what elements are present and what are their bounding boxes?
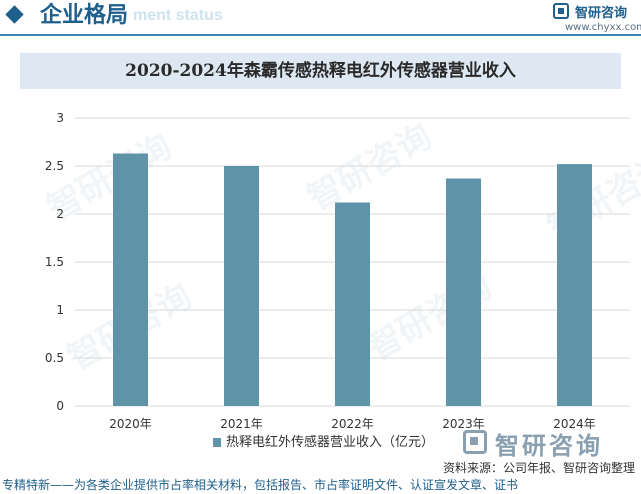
bar-chart: 0 0.5 1 1.5 2 2.5 3 2020年 2021年 2022年 2023年 2024年 xyxy=(45,111,630,430)
y-tick-label: 2 xyxy=(56,207,64,221)
x-axis-ticks: 2020年 2021年 2022年 2023年 2024年 xyxy=(109,417,596,430)
data-source: 资料来源：公司年报、智研咨询整理 xyxy=(442,461,635,475)
legend-label: 热释电红外传感器营业收入（亿元） xyxy=(226,435,435,450)
x-tick-label: 2024年 xyxy=(553,417,596,430)
brand-logo: 智研咨询 www.chyxx.com xyxy=(553,3,641,35)
section-title: 企业格局 xyxy=(40,2,129,28)
footer-text: 专精特新——为各类企业提供市占率相关材料，包括报告、市占率证明文件、认证宣发文章… xyxy=(2,478,519,492)
legend-swatch xyxy=(213,438,221,447)
brand-name-large: 智研咨询 xyxy=(495,432,603,460)
header-divider xyxy=(0,34,641,36)
bar-2024年 xyxy=(557,164,592,406)
y-tick-label: 0.5 xyxy=(45,351,64,365)
y-tick-label: 1 xyxy=(56,303,64,317)
brand-url: www.chyxx.com xyxy=(565,22,641,33)
y-axis-ticks: 0 0.5 1 1.5 2 2.5 3 xyxy=(45,111,64,413)
y-tick-label: 0 xyxy=(56,399,64,413)
x-tick-label: 2023年 xyxy=(442,417,485,430)
bar-2021年 xyxy=(224,166,259,406)
brand-logo-large: 智研咨询 xyxy=(463,428,633,460)
page-header: ment status 企业格局 智研咨询 www.chyxx.com xyxy=(0,0,641,40)
chart-title: 2020-2024年森霸传感热释电红外传感器营业收入 xyxy=(125,61,516,81)
footer: 专精特新——为各类企业提供市占率相关材料，包括报告、市占率证明文件、认证宣发文章… xyxy=(0,474,641,494)
diamond-icon xyxy=(5,5,24,24)
x-tick-label: 2022年 xyxy=(331,417,374,430)
x-tick-label: 2020年 xyxy=(109,417,152,430)
brand-mark-icon xyxy=(553,3,569,19)
header-subtitle: ment status xyxy=(133,7,223,24)
x-tick-label: 2021年 xyxy=(220,417,263,430)
bars xyxy=(113,153,592,406)
brand-name: 智研咨询 xyxy=(575,6,628,21)
brand-mark-icon xyxy=(463,430,487,454)
bar-2020年 xyxy=(113,153,148,406)
y-tick-label: 2.5 xyxy=(45,159,64,173)
bar-2023年 xyxy=(446,178,481,406)
y-tick-label: 3 xyxy=(56,111,64,125)
chart-title-band: 2020-2024年森霸传感热释电红外传感器营业收入 xyxy=(20,53,621,89)
y-tick-label: 1.5 xyxy=(45,255,64,269)
bar-2022年 xyxy=(335,202,370,406)
